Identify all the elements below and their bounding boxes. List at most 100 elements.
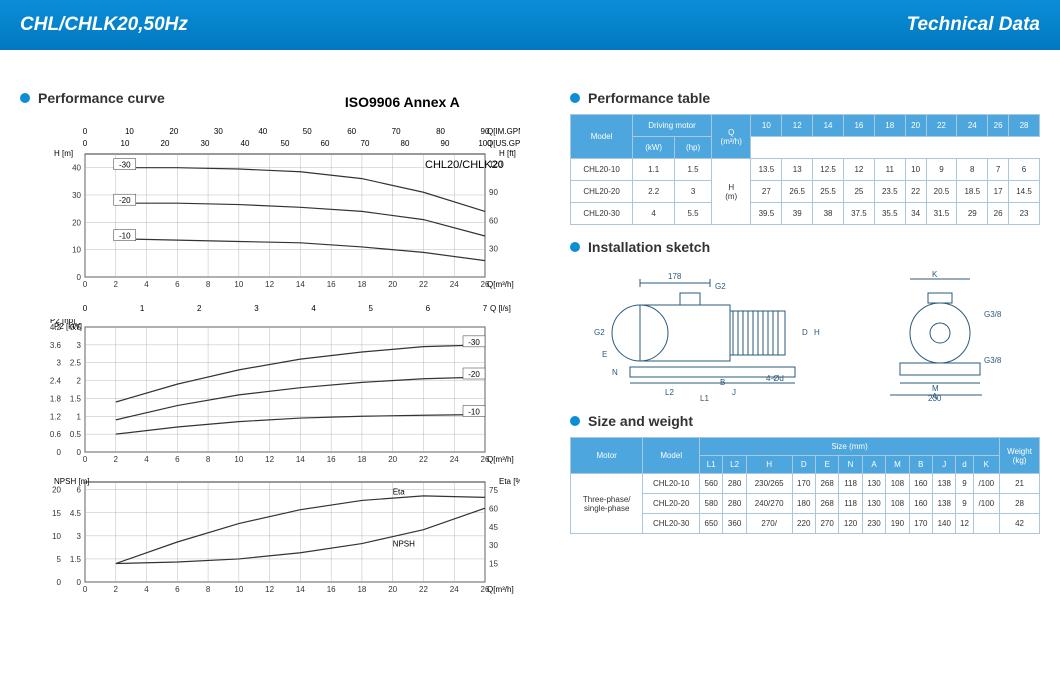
svg-text:50: 50 (303, 127, 312, 136)
svg-text:70: 70 (392, 127, 401, 136)
svg-text:Q[US.GPM]: Q[US.GPM] (487, 139, 520, 148)
bullet-icon (570, 242, 580, 252)
svg-text:10: 10 (52, 532, 61, 541)
svg-text:8: 8 (206, 455, 211, 464)
table-row: CHL20-202.232726.525.52523.52220.518.517… (571, 181, 1040, 203)
performance-table: ModelDriving motorQ(m³/h)101214161820222… (570, 114, 1040, 225)
chart: 0246810121416182022242601020304030609012… (50, 124, 520, 299)
svg-text:50: 50 (281, 139, 290, 148)
bullet-icon (570, 93, 580, 103)
svg-text:2: 2 (114, 455, 119, 464)
svg-text:20: 20 (388, 585, 397, 594)
svg-text:0: 0 (83, 139, 88, 148)
svg-text:J: J (732, 388, 736, 397)
svg-text:2: 2 (114, 280, 119, 289)
svg-text:40: 40 (241, 139, 250, 148)
installation-sketch: 178G2G2ENL2JBL14-ØdDHKG3/8G3/8MA230 (570, 263, 1010, 403)
svg-text:30: 30 (214, 127, 223, 136)
svg-text:4: 4 (311, 304, 316, 313)
perf-table-label: Performance table (588, 90, 710, 106)
svg-text:Q[m³/h]: Q[m³/h] (487, 455, 514, 464)
svg-text:-30: -30 (468, 338, 480, 347)
svg-text:20: 20 (72, 218, 81, 227)
table-row: CHL20-3045.539.5393837.535.53431.5292623 (571, 203, 1040, 225)
svg-text:K: K (932, 270, 938, 279)
svg-text:1.5: 1.5 (70, 394, 82, 403)
svg-text:H: H (814, 328, 820, 337)
svg-text:40: 40 (72, 164, 81, 173)
svg-text:20: 20 (52, 486, 61, 495)
svg-text:70: 70 (361, 139, 370, 148)
svg-text:20: 20 (388, 455, 397, 464)
svg-text:G3/8: G3/8 (984, 310, 1002, 319)
svg-text:-30: -30 (119, 161, 131, 170)
svg-text:P2 [hp]: P2 [hp] (50, 319, 75, 325)
svg-text:E: E (602, 350, 607, 359)
sketch-container: 178G2G2ENL2JBL14-ØdDHKG3/8G3/8MA230 (570, 263, 1040, 403)
svg-text:0: 0 (77, 448, 82, 457)
svg-text:0.6: 0.6 (50, 430, 62, 439)
svg-text:18: 18 (357, 455, 366, 464)
svg-text:6: 6 (175, 455, 180, 464)
svg-text:30: 30 (489, 541, 498, 550)
bullet-icon (20, 93, 30, 103)
svg-text:16: 16 (327, 280, 336, 289)
header-title-left: CHL/CHLK20,50Hz (20, 14, 188, 36)
svg-text:NPSH [m]: NPSH [m] (54, 477, 90, 486)
svg-text:24: 24 (450, 585, 459, 594)
svg-text:CHL20/CHLK20: CHL20/CHLK20 (425, 159, 504, 171)
svg-text:45: 45 (489, 523, 498, 532)
svg-text:Eta [%]: Eta [%] (499, 477, 520, 486)
svg-text:3.6: 3.6 (50, 341, 62, 350)
section-perf-table: Performance table (570, 90, 1040, 106)
svg-text:2.5: 2.5 (70, 359, 82, 368)
svg-text:90: 90 (441, 139, 450, 148)
svg-text:30: 30 (72, 191, 81, 200)
svg-text:10: 10 (121, 139, 130, 148)
svg-text:16: 16 (327, 455, 336, 464)
svg-text:60: 60 (347, 127, 356, 136)
svg-text:230: 230 (928, 394, 942, 403)
svg-text:-20: -20 (468, 370, 480, 379)
svg-text:22: 22 (419, 585, 428, 594)
content: Performance curve ISO9906 Annex A 024681… (0, 50, 1060, 614)
svg-text:80: 80 (401, 139, 410, 148)
svg-text:5: 5 (368, 304, 373, 313)
svg-text:Q[m³/h]: Q[m³/h] (487, 280, 514, 289)
right-column: Performance table ModelDriving motorQ(m³… (570, 90, 1040, 604)
svg-text:NPSH: NPSH (393, 540, 415, 549)
iso-label: ISO9906 Annex A (345, 94, 460, 110)
svg-text:6: 6 (77, 486, 82, 495)
svg-text:14: 14 (296, 585, 305, 594)
svg-text:4: 4 (144, 455, 149, 464)
perf-table-container: ModelDriving motorQ(m³/h)101214161820222… (570, 114, 1040, 225)
svg-text:H [ft]: H [ft] (499, 149, 516, 158)
svg-text:8: 8 (206, 585, 211, 594)
svg-text:-20: -20 (119, 196, 131, 205)
section-install: Installation sketch (570, 239, 1040, 255)
table-row: CHL20-101.11.5H(m)13.51312.51211109876 (571, 159, 1040, 181)
svg-text:-10: -10 (119, 232, 131, 241)
svg-text:0.5: 0.5 (70, 430, 82, 439)
svg-text:3: 3 (57, 359, 62, 368)
svg-text:12: 12 (265, 280, 274, 289)
svg-text:4-Ød: 4-Ød (766, 374, 784, 383)
svg-text:0: 0 (83, 455, 88, 464)
svg-text:Q [l/s]: Q [l/s] (490, 304, 511, 313)
svg-text:4: 4 (144, 280, 149, 289)
svg-text:6: 6 (175, 280, 180, 289)
svg-text:60: 60 (489, 216, 498, 225)
install-label: Installation sketch (588, 239, 710, 255)
svg-text:1.5: 1.5 (70, 555, 82, 564)
svg-text:L1: L1 (700, 394, 709, 403)
svg-text:60: 60 (321, 139, 330, 148)
svg-text:0: 0 (77, 578, 82, 587)
svg-text:30: 30 (489, 245, 498, 254)
charts-container: 0246810121416182022242601020304030609012… (50, 124, 540, 604)
svg-text:20: 20 (169, 127, 178, 136)
svg-text:0: 0 (83, 585, 88, 594)
svg-text:18: 18 (357, 585, 366, 594)
svg-text:1: 1 (140, 304, 145, 313)
svg-text:10: 10 (72, 246, 81, 255)
svg-text:12: 12 (265, 585, 274, 594)
